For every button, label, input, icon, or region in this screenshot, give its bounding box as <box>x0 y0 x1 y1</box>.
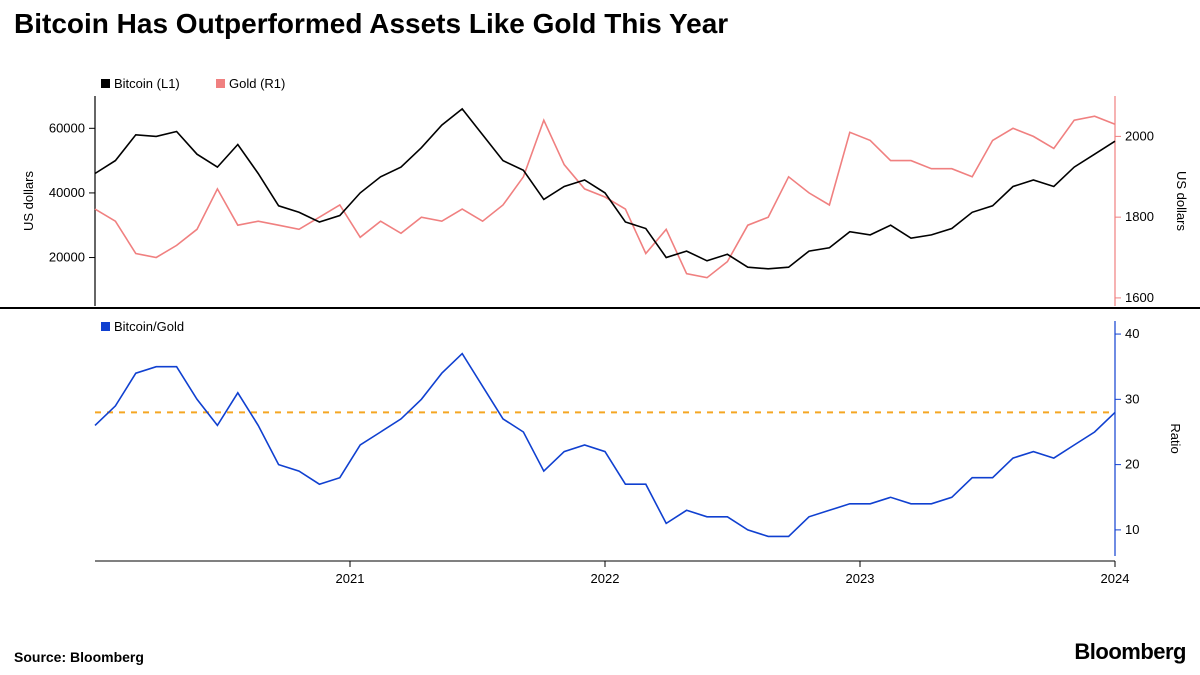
top-left-tick: 20000 <box>49 250 85 265</box>
brand-logo: Bloomberg <box>1074 639 1186 665</box>
top-left-tick: 60000 <box>49 120 85 135</box>
top-left-axis-label: US dollars <box>21 171 36 231</box>
x-tick-label: 2023 <box>846 571 875 586</box>
bottom-right-axis-label: Ratio <box>1168 423 1183 453</box>
x-tick-label: 2022 <box>591 571 620 586</box>
top-right-tick: 1800 <box>1125 209 1154 224</box>
bottom-right-tick: 20 <box>1125 457 1139 472</box>
bottom-right-tick: 10 <box>1125 522 1139 537</box>
gold-line <box>95 116 1115 278</box>
chart-area: 20000 40000 60000 US dollars 1600 1800 2000 US … <box>0 46 1200 633</box>
bitcoin-line <box>95 109 1115 269</box>
top-right-tick: 2000 <box>1125 128 1154 143</box>
bottom-right-tick: 30 <box>1125 391 1139 406</box>
top-left-tick: 40000 <box>49 185 85 200</box>
top-right-axis-label: US dollars <box>1174 171 1189 231</box>
legend-label: Bitcoin (L1) <box>114 76 180 91</box>
bottom-right-tick: 40 <box>1125 326 1139 341</box>
chart-title: Bitcoin Has Outperformed Assets Like Gol… <box>0 0 1200 46</box>
legend-label: Gold (R1) <box>229 76 285 91</box>
x-tick-label: 2021 <box>336 571 365 586</box>
legend-swatch <box>101 79 110 88</box>
legend-swatch <box>101 322 110 331</box>
top-right-tick: 1600 <box>1125 290 1154 305</box>
legend-label: Bitcoin/Gold <box>114 319 184 334</box>
x-tick-label: 2024 <box>1101 571 1130 586</box>
ratio-line <box>95 354 1115 537</box>
legend-swatch <box>216 79 225 88</box>
source-text: Source: Bloomberg <box>14 649 144 665</box>
